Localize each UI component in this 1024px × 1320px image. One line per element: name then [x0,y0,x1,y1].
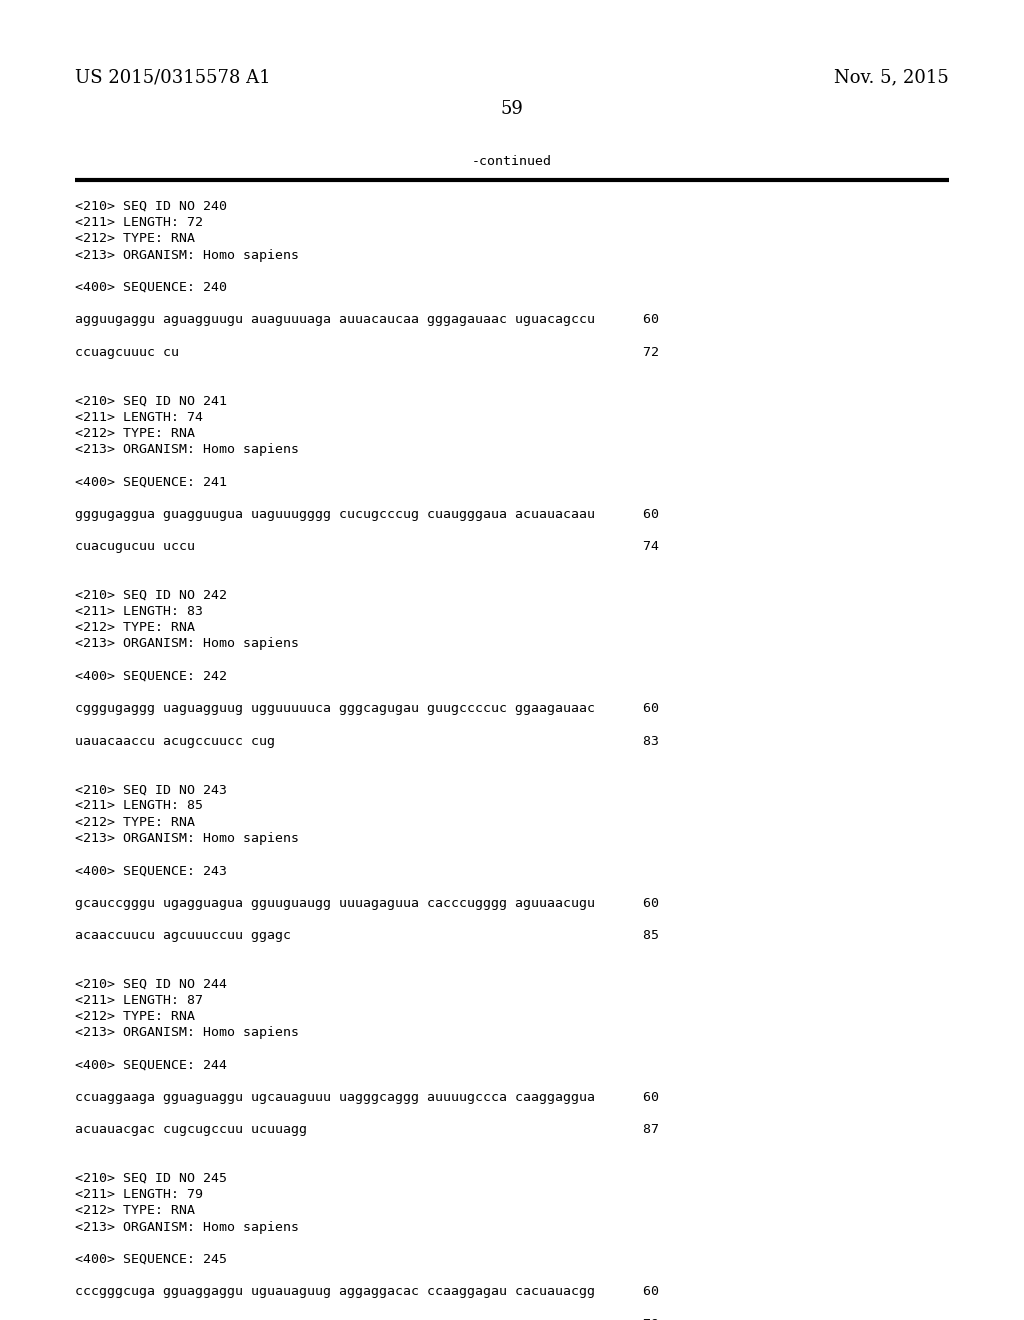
Text: <210> SEQ ID NO 244: <210> SEQ ID NO 244 [75,978,227,990]
Text: <211> LENGTH: 72: <211> LENGTH: 72 [75,216,203,230]
Text: <211> LENGTH: 79: <211> LENGTH: 79 [75,1188,203,1201]
Text: <400> SEQUENCE: 241: <400> SEQUENCE: 241 [75,475,227,488]
Text: <210> SEQ ID NO 245: <210> SEQ ID NO 245 [75,1172,227,1185]
Text: <213> ORGANISM: Homo sapiens: <213> ORGANISM: Homo sapiens [75,1026,299,1039]
Text: <400> SEQUENCE: 245: <400> SEQUENCE: 245 [75,1253,227,1266]
Text: <213> ORGANISM: Homo sapiens: <213> ORGANISM: Homo sapiens [75,638,299,651]
Text: <400> SEQUENCE: 242: <400> SEQUENCE: 242 [75,669,227,682]
Text: <213> ORGANISM: Homo sapiens: <213> ORGANISM: Homo sapiens [75,248,299,261]
Text: <212> TYPE: RNA: <212> TYPE: RNA [75,426,195,440]
Text: uauacaaccu acugccuucc cug                                              83: uauacaaccu acugccuucc cug 83 [75,735,659,747]
Text: cgggugaggg uaguagguug ugguuuuuca gggcagugau guugccccuc ggaagauaac      60: cgggugaggg uaguagguug ugguuuuuca gggcagu… [75,702,659,715]
Text: <210> SEQ ID NO 242: <210> SEQ ID NO 242 [75,589,227,602]
Text: <400> SEQUENCE: 244: <400> SEQUENCE: 244 [75,1059,227,1072]
Text: <213> ORGANISM: Homo sapiens: <213> ORGANISM: Homo sapiens [75,832,299,845]
Text: agguugaggu aguagguugu auaguuuaga auuacaucaa gggagauaac uguacagccu      60: agguugaggu aguagguugu auaguuuaga auuacau… [75,313,659,326]
Text: <400> SEQUENCE: 240: <400> SEQUENCE: 240 [75,281,227,294]
Text: <212> TYPE: RNA: <212> TYPE: RNA [75,1010,195,1023]
Text: <211> LENGTH: 85: <211> LENGTH: 85 [75,800,203,812]
Text: US 2015/0315578 A1: US 2015/0315578 A1 [75,69,270,86]
Text: 59: 59 [501,100,523,117]
Text: gcauccgggu ugagguagua gguuguaugg uuuagaguua cacccugggg aguuaacugu      60: gcauccgggu ugagguagua gguuguaugg uuuagag… [75,896,659,909]
Text: <400> SEQUENCE: 243: <400> SEQUENCE: 243 [75,865,227,878]
Text: <211> LENGTH: 87: <211> LENGTH: 87 [75,994,203,1007]
Text: ccuagcuuuc cu                                                          72: ccuagcuuuc cu 72 [75,346,659,359]
Text: cuacugucuu uccu                                                        74: cuacugucuu uccu 74 [75,540,659,553]
Text: acaaccuucu agcuuuccuu ggagc                                            85: acaaccuucu agcuuuccuu ggagc 85 [75,929,659,942]
Text: gggugaggua guagguugua uaguuugggg cucugcccug cuaugggaua acuauacaau      60: gggugaggua guagguugua uaguuugggg cucugcc… [75,508,659,521]
Text: <212> TYPE: RNA: <212> TYPE: RNA [75,816,195,829]
Text: <210> SEQ ID NO 243: <210> SEQ ID NO 243 [75,783,227,796]
Text: ccuccuagcu uuccccaagg                                                  79: ccuccuagcu uuccccaagg 79 [75,1317,659,1320]
Text: <210> SEQ ID NO 240: <210> SEQ ID NO 240 [75,201,227,213]
Text: <212> TYPE: RNA: <212> TYPE: RNA [75,1204,195,1217]
Text: <211> LENGTH: 74: <211> LENGTH: 74 [75,411,203,424]
Text: Nov. 5, 2015: Nov. 5, 2015 [835,69,949,86]
Text: -continued: -continued [472,154,552,168]
Text: <213> ORGANISM: Homo sapiens: <213> ORGANISM: Homo sapiens [75,444,299,455]
Text: <212> TYPE: RNA: <212> TYPE: RNA [75,232,195,246]
Text: <213> ORGANISM: Homo sapiens: <213> ORGANISM: Homo sapiens [75,1221,299,1234]
Text: acuauacgac cugcugccuu ucuuagg                                          87: acuauacgac cugcugccuu ucuuagg 87 [75,1123,659,1137]
Text: ccuaggaaga gguaguaggu ugcauaguuu uagggcaggg auuuugccca caaggaggua      60: ccuaggaaga gguaguaggu ugcauaguuu uagggca… [75,1092,659,1104]
Text: <212> TYPE: RNA: <212> TYPE: RNA [75,622,195,634]
Text: cccgggcuga gguaggaggu uguauaguug aggaggacac ccaaggagau cacuauacgg      60: cccgggcuga gguaggaggu uguauaguug aggagga… [75,1286,659,1299]
Text: <211> LENGTH: 83: <211> LENGTH: 83 [75,605,203,618]
Text: <210> SEQ ID NO 241: <210> SEQ ID NO 241 [75,395,227,408]
